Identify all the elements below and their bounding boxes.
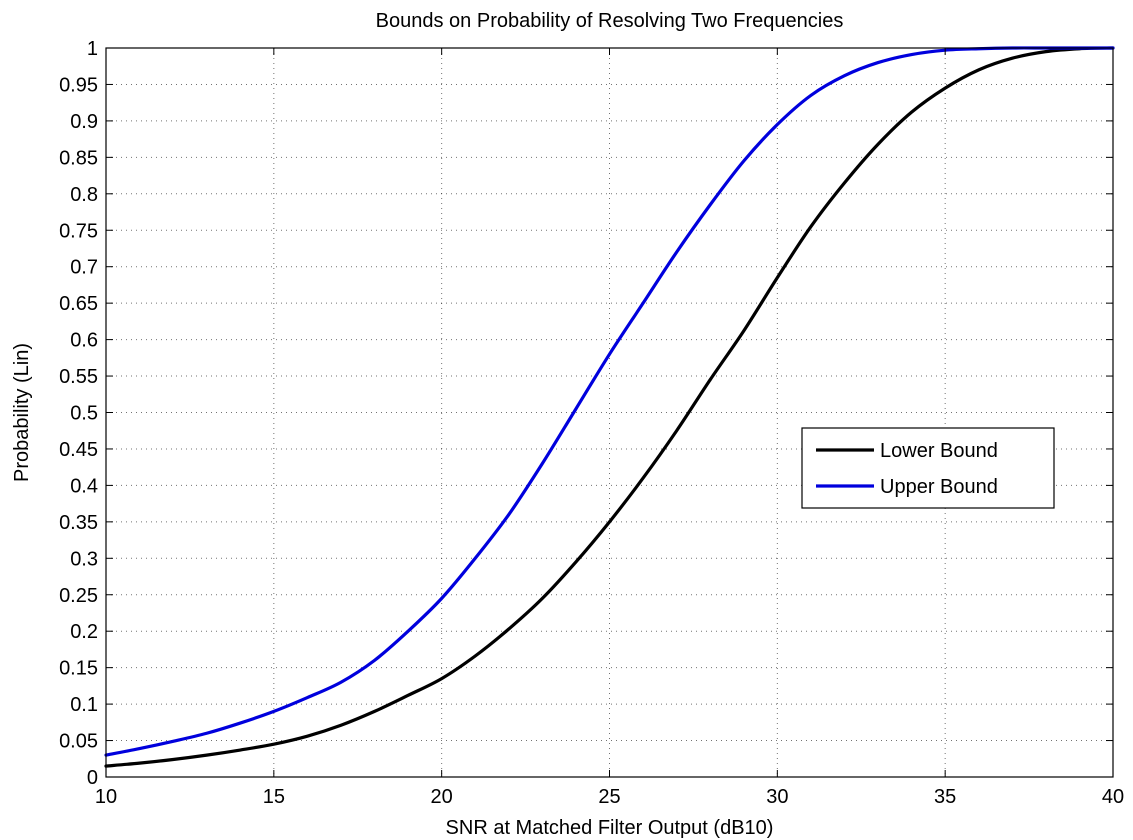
y-tick-label: 0.7 — [70, 257, 98, 279]
y-tick-label: 0.3 — [70, 548, 98, 570]
chart-title: Bounds on Probability of Resolving Two F… — [376, 10, 844, 32]
y-axis-label: Probability (Lin) — [11, 343, 33, 482]
y-tick-label: 0.2 — [70, 621, 98, 643]
y-tick-label: 1 — [87, 38, 98, 60]
ticks: 10 15 20 25 30 35 40 0 0.05 0.1 0.15 0.2 0.25 0.3 0.35… — [59, 38, 1124, 808]
series-line-lower-bound — [104, 46, 1115, 768]
x-tick-label: 15 — [263, 786, 285, 808]
y-tick-label: 0.55 — [59, 366, 98, 388]
y-tick-label: 0.65 — [59, 293, 98, 315]
legend: Lower Bound Upper Bound — [801, 427, 1055, 509]
y-tick-label: 0.9 — [70, 111, 98, 133]
y-tick-label: 0.85 — [59, 147, 98, 169]
x-tick-label: 10 — [95, 786, 117, 808]
legend-box — [801, 427, 1055, 509]
y-tick-label: 0.35 — [59, 512, 98, 534]
y-tick-label: 0.05 — [59, 731, 98, 753]
legend-label: Upper Bound — [880, 476, 998, 498]
y-tick-label: 0.25 — [59, 585, 98, 607]
legend-label: Lower Bound — [880, 440, 998, 462]
y-tick-label: 0.6 — [70, 330, 98, 352]
y-tick-label: 0 — [87, 767, 98, 789]
y-tick-label: 0.15 — [59, 658, 98, 680]
y-tick-label: 0.95 — [59, 74, 98, 96]
y-tick-label: 0.4 — [70, 475, 98, 497]
x-tick-label: 30 — [766, 786, 788, 808]
x-tick-label: 20 — [431, 786, 453, 808]
y-tick-label: 0.45 — [59, 439, 98, 461]
y-tick-label: 0.5 — [70, 403, 98, 425]
x-tick-label: 25 — [598, 786, 620, 808]
x-tick-label: 35 — [934, 786, 956, 808]
y-tick-label: 0.1 — [70, 694, 98, 716]
y-tick-label: 0.8 — [70, 184, 98, 206]
x-axis-label: SNR at Matched Filter Output (dB10) — [446, 817, 774, 839]
x-tick-label: 40 — [1102, 786, 1124, 808]
y-tick-label: 0.75 — [59, 220, 98, 242]
